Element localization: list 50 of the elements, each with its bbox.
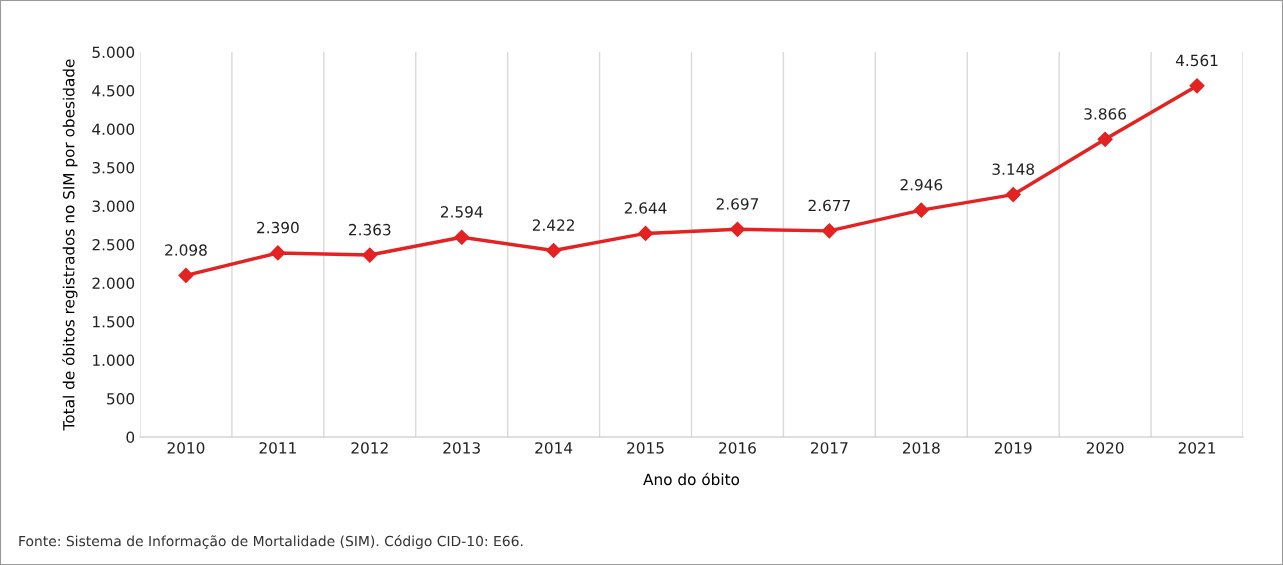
source-note: Fonte: Sistema de Informação de Mortalidade (SIM). Código CID-10: E66. xyxy=(19,535,523,549)
point xyxy=(270,245,286,261)
point xyxy=(454,229,470,245)
point xyxy=(821,223,837,239)
y-tick-label: 500 xyxy=(107,392,135,405)
x-tick-label: 2018 xyxy=(902,442,940,454)
x-tick-label: 2020 xyxy=(1086,442,1124,454)
data-label: 2.363 xyxy=(349,223,391,236)
data-label: 2.594 xyxy=(440,206,483,218)
data-label: 2.946 xyxy=(900,178,943,191)
y-tick-label: 4.500 xyxy=(92,84,135,97)
data-label: 3.148 xyxy=(992,163,1035,175)
point xyxy=(362,247,378,263)
data-label: 2.677 xyxy=(808,199,850,212)
data-label: 2.390 xyxy=(257,221,299,234)
data-label: 3.866 xyxy=(1084,108,1127,120)
y-tick-label: 1.000 xyxy=(93,354,135,367)
x-tick-label: 2013 xyxy=(443,442,480,454)
data-label: 2.644 xyxy=(624,202,667,214)
x-tick-label: 2019 xyxy=(994,442,1032,454)
y-tick-label: 0 xyxy=(126,431,135,444)
point xyxy=(637,225,654,241)
data-label: 2.697 xyxy=(716,198,759,210)
y-tick-label: 3.000 xyxy=(92,200,135,213)
x-tick-label: 2010 xyxy=(167,442,205,454)
y-tick-label: 2.500 xyxy=(92,238,135,251)
y-tick-label: 2.000 xyxy=(92,277,135,290)
x-tick-label: 2011 xyxy=(259,442,296,454)
x-tick-label: 2016 xyxy=(719,442,756,454)
x-tick-label: 2017 xyxy=(811,442,848,454)
y-axis-title: Total de óbitos registrados no SIM por obesidade xyxy=(62,59,78,431)
point xyxy=(1189,78,1205,94)
data-label: 4.561 xyxy=(1175,54,1218,67)
point xyxy=(1097,131,1113,147)
y-tick-label: 1.500 xyxy=(93,315,135,328)
data-label: 2.422 xyxy=(532,219,574,231)
x-axis-title: Ano do óbito xyxy=(643,472,740,486)
x-tick-label: 2012 xyxy=(351,442,388,454)
point xyxy=(1005,187,1021,203)
x-tick-label: 2014 xyxy=(535,442,573,454)
x-tick-label: 2021 xyxy=(1178,442,1216,454)
point xyxy=(913,202,929,218)
y-tick-label: 4.000 xyxy=(92,123,135,136)
y-tick-label: 5.000 xyxy=(92,46,135,59)
point xyxy=(729,221,746,237)
x-tick-label: 2015 xyxy=(627,442,664,454)
data-label: 2.098 xyxy=(165,244,207,256)
y-tick-label: 3.500 xyxy=(92,161,135,174)
point xyxy=(546,242,562,259)
point xyxy=(178,267,194,284)
